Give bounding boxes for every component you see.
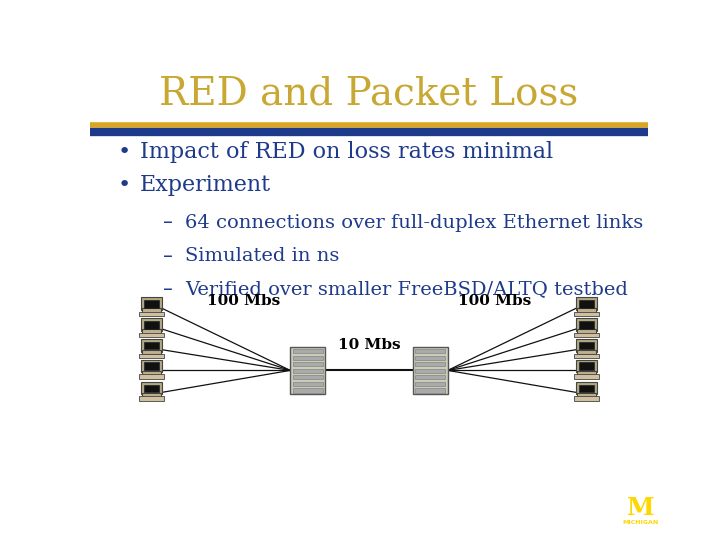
FancyBboxPatch shape — [139, 333, 163, 338]
FancyBboxPatch shape — [415, 349, 446, 353]
FancyBboxPatch shape — [144, 321, 158, 328]
FancyBboxPatch shape — [292, 382, 323, 386]
FancyBboxPatch shape — [580, 321, 594, 328]
Text: Experiment: Experiment — [140, 174, 271, 197]
FancyBboxPatch shape — [415, 356, 446, 360]
FancyBboxPatch shape — [141, 339, 162, 352]
Text: MICHIGAN: MICHIGAN — [623, 520, 659, 525]
FancyBboxPatch shape — [415, 362, 446, 366]
FancyBboxPatch shape — [575, 396, 599, 401]
FancyBboxPatch shape — [292, 369, 323, 373]
FancyBboxPatch shape — [413, 347, 449, 394]
Text: Simulated in ns: Simulated in ns — [185, 247, 339, 265]
FancyBboxPatch shape — [292, 388, 323, 393]
FancyBboxPatch shape — [576, 339, 597, 352]
FancyBboxPatch shape — [580, 384, 594, 392]
FancyBboxPatch shape — [576, 360, 597, 373]
FancyBboxPatch shape — [575, 354, 599, 358]
FancyBboxPatch shape — [144, 384, 158, 392]
FancyBboxPatch shape — [576, 318, 597, 331]
FancyBboxPatch shape — [575, 312, 599, 316]
FancyBboxPatch shape — [142, 308, 161, 313]
FancyBboxPatch shape — [141, 360, 162, 373]
Text: 64 connections over full-duplex Ethernet links: 64 connections over full-duplex Ethernet… — [185, 214, 643, 232]
FancyBboxPatch shape — [141, 298, 162, 310]
FancyBboxPatch shape — [139, 396, 163, 401]
FancyBboxPatch shape — [144, 362, 158, 370]
FancyBboxPatch shape — [415, 382, 446, 386]
FancyBboxPatch shape — [577, 350, 596, 354]
FancyBboxPatch shape — [292, 362, 323, 366]
FancyBboxPatch shape — [415, 375, 446, 380]
FancyBboxPatch shape — [577, 370, 596, 375]
FancyBboxPatch shape — [144, 342, 158, 349]
FancyBboxPatch shape — [142, 393, 161, 397]
FancyBboxPatch shape — [580, 342, 594, 349]
FancyBboxPatch shape — [292, 349, 323, 353]
Text: RED and Packet Loss: RED and Packet Loss — [159, 76, 579, 112]
FancyBboxPatch shape — [577, 308, 596, 313]
Text: •: • — [118, 176, 131, 195]
FancyBboxPatch shape — [139, 374, 163, 379]
Text: Verified over smaller FreeBSD/ALTQ testbed: Verified over smaller FreeBSD/ALTQ testb… — [185, 280, 628, 298]
FancyBboxPatch shape — [139, 354, 163, 358]
FancyBboxPatch shape — [141, 318, 162, 331]
FancyBboxPatch shape — [580, 300, 594, 308]
FancyBboxPatch shape — [142, 329, 161, 334]
Text: M: M — [627, 496, 654, 521]
FancyBboxPatch shape — [292, 375, 323, 380]
Text: –: – — [163, 213, 172, 232]
Text: 100 Mbs: 100 Mbs — [458, 294, 531, 308]
FancyBboxPatch shape — [577, 393, 596, 397]
FancyBboxPatch shape — [144, 300, 158, 308]
Text: Impact of RED on loss rates minimal: Impact of RED on loss rates minimal — [140, 141, 554, 163]
FancyBboxPatch shape — [580, 362, 594, 370]
FancyBboxPatch shape — [289, 347, 325, 394]
Text: •: • — [118, 142, 131, 162]
FancyBboxPatch shape — [576, 298, 597, 310]
FancyBboxPatch shape — [142, 350, 161, 354]
FancyBboxPatch shape — [575, 333, 599, 338]
FancyBboxPatch shape — [575, 374, 599, 379]
FancyBboxPatch shape — [142, 370, 161, 375]
FancyBboxPatch shape — [292, 356, 323, 360]
FancyBboxPatch shape — [139, 312, 163, 316]
Text: –: – — [163, 247, 172, 266]
Text: 100 Mbs: 100 Mbs — [207, 294, 280, 308]
Text: 10 Mbs: 10 Mbs — [338, 338, 400, 352]
Text: –: – — [163, 280, 172, 299]
FancyBboxPatch shape — [577, 329, 596, 334]
FancyBboxPatch shape — [415, 388, 446, 393]
FancyBboxPatch shape — [576, 382, 597, 394]
FancyBboxPatch shape — [141, 382, 162, 394]
FancyBboxPatch shape — [415, 369, 446, 373]
